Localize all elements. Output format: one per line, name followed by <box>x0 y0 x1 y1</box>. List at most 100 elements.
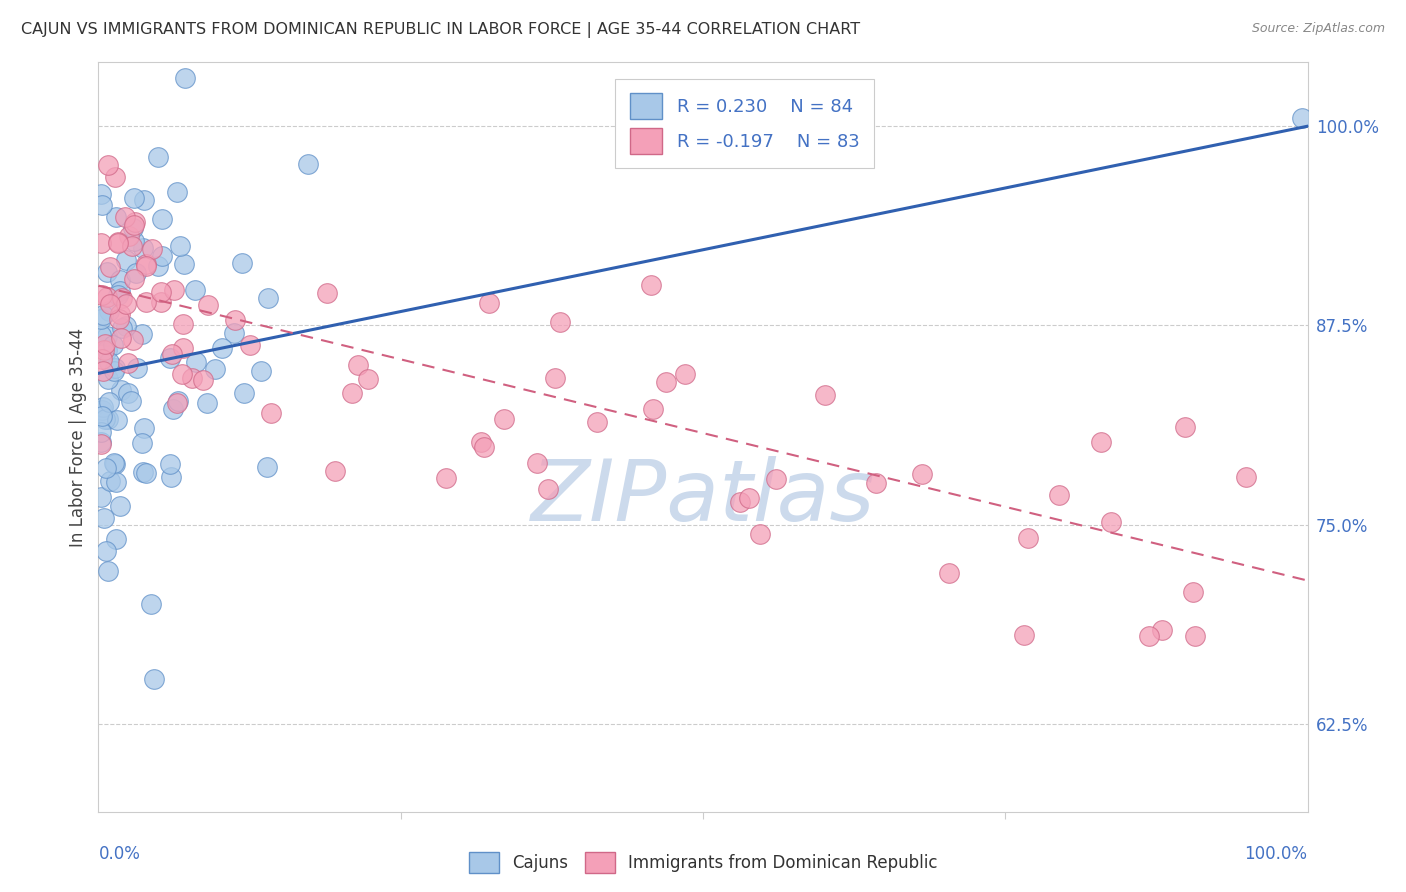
Point <box>256 460 278 475</box>
Point <box>1174 420 1197 434</box>
Point <box>1047 488 1070 502</box>
Point <box>728 495 751 509</box>
Point <box>93 343 115 358</box>
Point <box>107 235 129 249</box>
Point <box>108 312 131 326</box>
Point <box>132 241 155 255</box>
Point <box>122 218 145 232</box>
Point <box>101 337 124 351</box>
Point <box>91 308 114 322</box>
Point <box>121 394 143 409</box>
Point <box>114 297 136 311</box>
Point <box>167 394 190 409</box>
Text: Source: ZipAtlas.com: Source: ZipAtlas.com <box>1251 22 1385 36</box>
Point <box>211 341 233 355</box>
Point <box>673 368 696 382</box>
Point <box>526 456 548 470</box>
Point <box>103 364 125 378</box>
Point <box>1234 470 1257 484</box>
Point <box>472 441 495 455</box>
Point <box>911 467 934 481</box>
Point <box>90 402 112 417</box>
Point <box>104 533 127 547</box>
Point <box>110 273 132 287</box>
Point <box>110 331 132 345</box>
Point <box>97 371 120 385</box>
Point <box>111 321 134 335</box>
Point <box>183 283 205 297</box>
Point <box>90 328 112 343</box>
Text: 0.0%: 0.0% <box>98 846 141 863</box>
Legend: Cajuns, Immigrants from Dominican Republic: Cajuns, Immigrants from Dominican Republ… <box>463 846 943 880</box>
Point <box>159 470 181 484</box>
Point <box>97 158 120 172</box>
Point <box>1090 435 1112 450</box>
Text: ZIPatlas: ZIPatlas <box>531 456 875 539</box>
Point <box>96 290 118 304</box>
Point <box>122 191 145 205</box>
Point <box>90 434 112 449</box>
Point <box>90 490 112 504</box>
Point <box>98 260 121 274</box>
Point <box>132 193 155 207</box>
Point <box>191 373 214 387</box>
Point <box>91 197 114 211</box>
Point <box>90 425 112 439</box>
Point <box>346 358 368 372</box>
Point <box>118 228 141 243</box>
Point <box>195 396 218 410</box>
Point <box>184 355 207 369</box>
Point <box>98 297 121 311</box>
Point <box>91 351 114 366</box>
Point <box>224 312 246 326</box>
Point <box>96 329 118 343</box>
Point <box>90 437 112 451</box>
Point <box>124 235 146 249</box>
Point <box>115 319 138 334</box>
Text: CAJUN VS IMMIGRANTS FROM DOMINICAN REPUBLIC IN LABOR FORCE | AGE 35-44 CORRELATI: CAJUN VS IMMIGRANTS FROM DOMINICAN REPUB… <box>21 22 860 38</box>
Point <box>98 304 121 318</box>
Point <box>135 259 157 273</box>
Point <box>159 351 181 365</box>
Point <box>737 491 759 506</box>
Point <box>93 511 115 525</box>
Point <box>150 249 173 263</box>
Point <box>162 347 184 361</box>
Point <box>91 364 114 378</box>
Point <box>125 266 148 280</box>
Point <box>90 311 112 326</box>
Point <box>91 409 114 424</box>
Point <box>204 362 226 376</box>
Point <box>239 337 262 351</box>
Point <box>544 371 567 385</box>
Point <box>749 527 772 541</box>
Point <box>478 295 501 310</box>
Point <box>94 543 117 558</box>
Point <box>172 342 194 356</box>
Point <box>93 401 115 415</box>
Point <box>141 242 163 256</box>
Point <box>260 406 283 420</box>
Point <box>110 383 132 397</box>
Point <box>149 285 172 299</box>
Point <box>1181 585 1204 599</box>
Point <box>146 259 169 273</box>
Point <box>117 385 139 400</box>
Point <box>104 211 127 225</box>
Point <box>98 355 121 369</box>
Point <box>173 71 195 86</box>
Point <box>108 285 131 299</box>
Point <box>114 211 136 225</box>
Point <box>131 465 153 479</box>
Point <box>134 421 156 435</box>
Point <box>222 326 245 341</box>
Point <box>814 388 837 402</box>
Point <box>1137 629 1160 643</box>
Point <box>94 337 117 351</box>
Point <box>108 500 131 514</box>
Point <box>233 385 256 400</box>
Point <box>131 436 153 450</box>
Point <box>1291 112 1313 126</box>
Point <box>172 318 194 332</box>
Point <box>108 307 131 321</box>
